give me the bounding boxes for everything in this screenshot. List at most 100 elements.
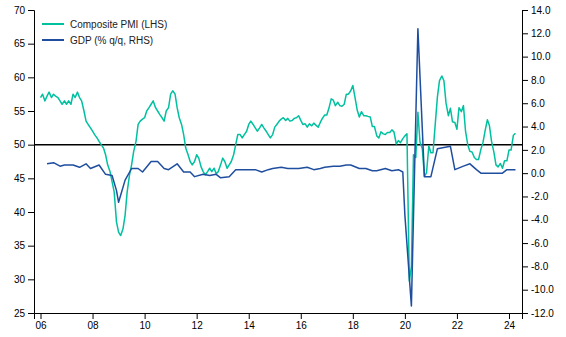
tick-label: 70 [14, 5, 26, 16]
tick: -4.0 [522, 214, 549, 225]
tick: -8.0 [522, 261, 549, 272]
tick: 60 [14, 72, 34, 83]
tick: 40 [14, 207, 34, 218]
tick: -6.0 [522, 238, 549, 249]
series-line [41, 76, 516, 281]
axis: 25 30 35 40 45 50 55 60 65 70 [14, 5, 35, 319]
tick-label: 18 [348, 320, 360, 331]
tick-mark [28, 313, 34, 314]
tick: 06 [35, 313, 47, 331]
tick-label: 10 [140, 320, 152, 331]
tick-label: 50 [14, 139, 26, 150]
tick: 08 [87, 313, 99, 331]
tick-mark [28, 77, 34, 78]
tick: 25 [14, 308, 34, 319]
tick: 10 [140, 313, 152, 331]
tick: 12 [192, 313, 204, 331]
tick-label: 25 [14, 308, 26, 319]
tick-mark [93, 313, 94, 319]
tick-label: 40 [14, 207, 26, 218]
tick-label: -4.0 [531, 214, 549, 225]
tick: -2.0 [522, 191, 549, 202]
tick-label: 30 [14, 274, 26, 285]
tick-label: -8.0 [531, 261, 549, 272]
tick-mark [28, 111, 34, 112]
tick: 24 [504, 313, 516, 331]
tick-label: 14.0 [531, 5, 551, 16]
tick-mark [522, 220, 528, 221]
tick: 2.0 [522, 145, 545, 156]
tick-label: 22 [452, 320, 464, 331]
axis-line [523, 11, 529, 314]
tick-label: 14 [244, 320, 256, 331]
tick-mark [522, 103, 528, 104]
chart-svg: 06 08 10 12 14 16 18 20 22 24 25 30 35 40 45 50 55 60 65 70… [0, 0, 566, 337]
tick-mark [28, 246, 34, 247]
axis: -12.0-10.0-8.0-6.0-4.0-2.00.02.04.06.08.… [522, 5, 554, 319]
tick-label: 12.0 [531, 28, 551, 39]
tick-mark [522, 10, 528, 11]
tick-label: 12 [192, 320, 204, 331]
tick-mark [405, 313, 406, 319]
reference-line [34, 144, 522, 146]
tick-label: 65 [14, 38, 26, 49]
tick-label: 60 [14, 72, 26, 83]
tick: 55 [14, 106, 34, 117]
tick: 22 [452, 313, 464, 331]
tick-label: 24 [504, 320, 516, 331]
tick: 12.0 [522, 28, 551, 39]
legend-swatch [42, 23, 64, 25]
tick-mark [457, 313, 458, 319]
tick-mark [28, 279, 34, 280]
tick: 4.0 [522, 121, 545, 132]
tick: 10.0 [522, 51, 551, 62]
tick-mark [28, 44, 34, 45]
tick-mark [28, 10, 34, 11]
tick: 14.0 [522, 5, 551, 16]
legend-item: Composite PMI (LHS) [42, 19, 167, 30]
tick: -12.0 [522, 308, 554, 319]
tick-mark [522, 33, 528, 34]
series-line [47, 29, 515, 306]
legend-swatch [42, 39, 64, 41]
legend: Composite PMI (LHS) GDP (% q/q, RHS) [42, 19, 167, 46]
tick-label: 45 [14, 173, 26, 184]
tick: 16 [296, 313, 308, 331]
tick-label: 35 [14, 240, 26, 251]
axis: 06 08 10 12 14 16 18 20 22 24 [35, 313, 523, 331]
tick-label: 08 [87, 320, 99, 331]
tick-label: 8.0 [531, 75, 545, 86]
tick-label: 4.0 [531, 121, 545, 132]
tick: -10.0 [522, 284, 554, 295]
plot-area [34, 29, 522, 306]
tick-mark [522, 196, 528, 197]
tick-mark [522, 127, 528, 128]
tick-mark [353, 313, 354, 319]
tick-mark [28, 145, 34, 146]
axis-line [35, 314, 523, 320]
tick-label: 2.0 [531, 145, 545, 156]
tick: 45 [14, 173, 34, 184]
tick-label: -12.0 [531, 308, 554, 319]
tick-label: 06 [35, 320, 47, 331]
tick-label: 20 [400, 320, 412, 331]
tick-mark [145, 313, 146, 319]
tick-mark [522, 150, 528, 151]
tick-label: 10.0 [531, 51, 551, 62]
tick-label: 16 [296, 320, 308, 331]
tick-mark [522, 290, 528, 291]
tick: 30 [14, 274, 34, 285]
tick-label: -6.0 [531, 238, 549, 249]
tick-mark [522, 266, 528, 267]
tick: 65 [14, 38, 34, 49]
tick-mark [509, 313, 510, 319]
tick: 35 [14, 240, 34, 251]
axis-line [28, 11, 35, 314]
tick: 0.0 [522, 168, 545, 179]
tick-mark [28, 212, 34, 213]
tick-mark [522, 243, 528, 244]
tick-label: -2.0 [531, 191, 549, 202]
tick-mark [249, 313, 250, 319]
legend-item: GDP (% q/q, RHS) [42, 35, 153, 46]
tick-mark [522, 173, 528, 174]
